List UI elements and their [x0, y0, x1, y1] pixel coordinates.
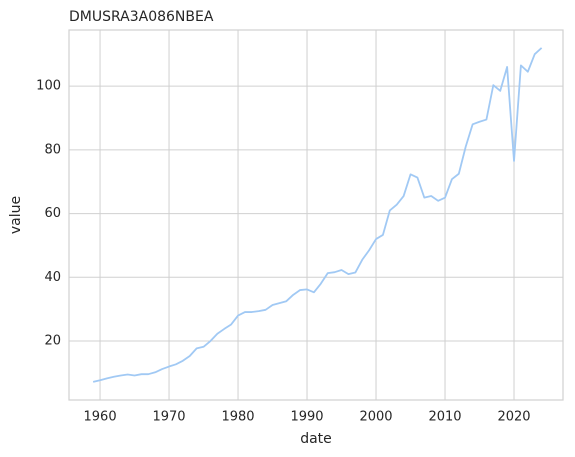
x-tick-label: 1960 [84, 410, 117, 425]
y-tick-label: 80 [44, 142, 61, 157]
x-axis-label: date [300, 431, 332, 447]
y-tick-label: 100 [36, 79, 61, 94]
x-tick-label: 1970 [152, 410, 185, 425]
plot-frame [68, 29, 564, 401]
chart-title: DMUSRA3A086NBEA [69, 9, 214, 25]
x-tick-label: 1990 [290, 410, 323, 425]
data-line [92, 47, 543, 383]
x-tick-label: 2020 [497, 410, 530, 425]
y-tick-label: 40 [44, 270, 61, 285]
x-tick-label: 2010 [428, 410, 461, 425]
y-tick-label: 60 [44, 206, 61, 221]
y-axis-label: value [8, 196, 24, 234]
x-tick-label: 1980 [221, 410, 254, 425]
y-tick-label: 20 [44, 334, 61, 349]
x-tick-label: 2000 [359, 410, 392, 425]
